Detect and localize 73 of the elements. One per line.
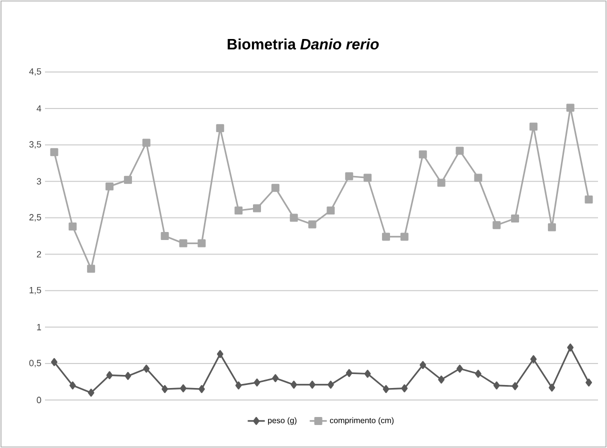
point: [308, 220, 316, 228]
point: [474, 370, 482, 378]
point: [290, 214, 298, 222]
point: [216, 124, 224, 132]
point: [290, 380, 298, 389]
point: [326, 206, 335, 214]
point: [88, 388, 94, 397]
point: [529, 122, 538, 131]
point: [401, 384, 408, 392]
legend-label: comprimento (cm): [330, 417, 394, 425]
point: [438, 376, 445, 384]
point: [252, 204, 261, 212]
point: [69, 381, 76, 390]
y-tick-label: 4: [36, 105, 42, 112]
point: [124, 176, 132, 184]
point: [198, 385, 205, 394]
point: [309, 380, 316, 389]
chart-title: Biometria Danio rerio: [228, 38, 379, 50]
point: [234, 206, 243, 214]
y-tick-label: 3: [36, 178, 42, 185]
y-tick-label: 1: [37, 324, 42, 330]
point: [50, 148, 58, 156]
legend-label: peso (g): [268, 417, 296, 425]
y-tick-label: 0: [36, 396, 42, 404]
y-tick-label: 3,5: [29, 141, 42, 149]
point: [51, 358, 58, 366]
point: [68, 222, 77, 231]
point: [382, 385, 390, 394]
point: [474, 174, 482, 182]
point: [548, 223, 556, 232]
point: [456, 146, 464, 155]
point: [143, 364, 150, 373]
point: [328, 380, 334, 389]
point: [106, 182, 114, 190]
point: [142, 138, 150, 147]
point: [345, 172, 354, 180]
point: [418, 150, 427, 158]
point: [160, 232, 169, 240]
point: [271, 184, 280, 192]
point: [566, 104, 574, 112]
point: [400, 232, 408, 241]
y-tick-label: 0,5: [29, 360, 42, 368]
point: [254, 378, 260, 387]
point: [198, 239, 206, 248]
point: [420, 361, 426, 370]
point: [364, 174, 372, 182]
point: [272, 374, 279, 382]
point: [382, 232, 390, 241]
point: [364, 370, 371, 378]
point: [530, 355, 537, 364]
point: [584, 196, 593, 204]
point: [493, 381, 500, 390]
y-tick-label: 1,5: [30, 286, 42, 294]
point: [456, 364, 463, 373]
point: [106, 371, 113, 380]
point: [586, 378, 592, 387]
y-tick-label: 2,5: [29, 214, 42, 222]
point: [162, 385, 168, 394]
point: [87, 264, 96, 273]
point: [511, 214, 520, 223]
point: [492, 221, 501, 230]
y-tick-label: 2: [36, 251, 42, 258]
point: [216, 350, 224, 358]
point: [567, 344, 574, 352]
point: [437, 178, 446, 187]
point: [179, 239, 188, 248]
point: [512, 382, 518, 390]
point: [180, 384, 186, 392]
point: [346, 369, 352, 378]
point: [548, 384, 556, 392]
y-tick-label: 4,5: [29, 68, 42, 76]
point: [124, 372, 132, 380]
point: [235, 381, 242, 390]
